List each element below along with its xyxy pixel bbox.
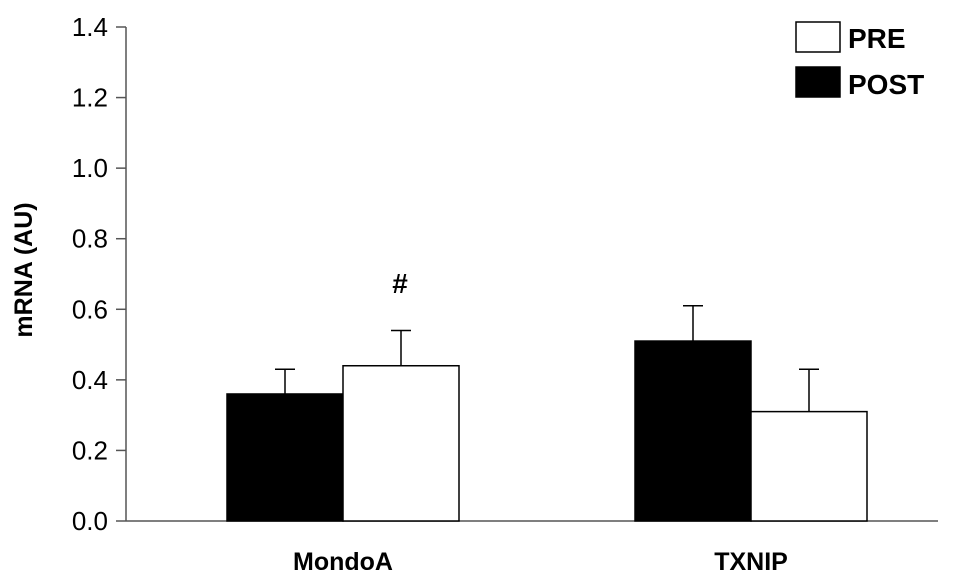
y-tick-label: 0.0 [72,506,108,536]
significance-marker: # [392,268,408,299]
legend: PRE POST [795,21,924,100]
x-category-label: MondoA [293,548,393,576]
legend-swatch-pre [795,21,841,53]
legend-label-post: POST [848,69,924,100]
y-tick-label: 1.4 [72,12,108,42]
category-labels: MondoA TXNIP [293,548,788,576]
x-category-label: TXNIP [714,548,788,576]
bars-group [226,305,868,522]
y-tick-label: 1.2 [72,83,108,113]
bar-post-mondoa [226,393,344,522]
y-axis-ticks: 0.0 0.2 0.4 0.6 0.8 1.0 1.2 1.4 [72,12,126,536]
bar-pre-txnip [750,410,868,522]
y-tick-label: 0.8 [72,224,108,254]
y-axis-title: mRNA (AU) [10,202,38,337]
legend-swatch-post [795,66,841,98]
bar-post-txnip [634,340,752,522]
y-tick-label: 0.6 [72,294,108,324]
y-tick-label: 0.2 [72,435,108,465]
y-tick-label: 0.4 [72,365,108,395]
y-tick-label: 1.0 [72,153,108,183]
legend-label-pre: PRE [848,23,906,54]
bar-pre-mondoa [342,364,460,522]
